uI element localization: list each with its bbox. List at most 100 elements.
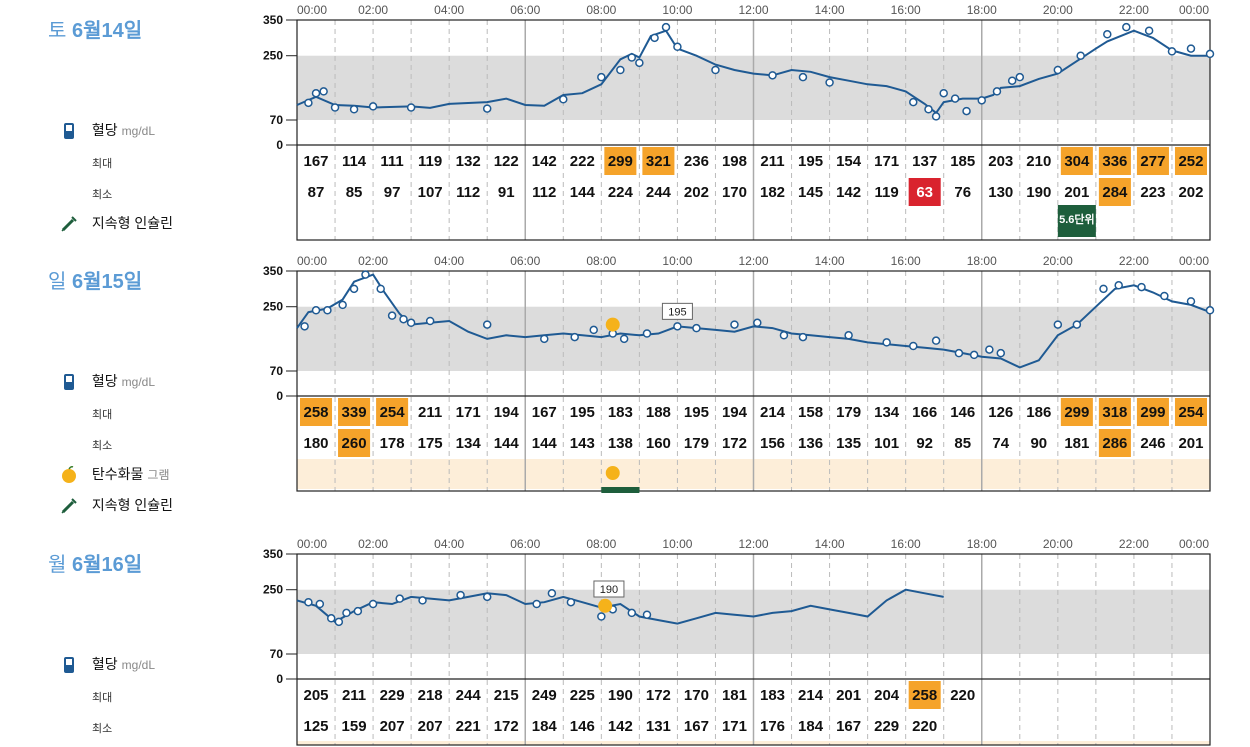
glucose-reading-point[interactable] — [1072, 320, 1082, 329]
glucose-reading-point[interactable] — [395, 594, 404, 603]
glucose-reading-point[interactable] — [326, 614, 336, 623]
glucose-reading-point[interactable] — [300, 322, 309, 331]
glucose-reading-point[interactable] — [692, 323, 701, 333]
insulin-dose-marker[interactable] — [1057, 205, 1096, 237]
glucose-reading-point[interactable] — [1186, 44, 1196, 53]
glucose-reading-point[interactable] — [673, 322, 682, 331]
glucose-reading-point[interactable] — [315, 599, 325, 609]
glucose-reading-point[interactable] — [1186, 297, 1196, 306]
glucose-reading-point[interactable] — [368, 599, 378, 609]
glucose-reading-point[interactable] — [673, 42, 682, 52]
glucose-reading-point[interactable] — [319, 87, 328, 96]
glucose-reading-point[interactable] — [909, 341, 918, 351]
glucose-reading-point[interactable] — [597, 612, 606, 621]
glucose-reading-point[interactable] — [1160, 291, 1169, 301]
glucose-reading-point[interactable] — [1137, 282, 1146, 292]
glucose-reading-point[interactable] — [924, 105, 933, 114]
glucose-reading-point[interactable] — [642, 329, 652, 338]
glucose-reading-point[interactable] — [304, 597, 313, 607]
glucose-reading-point[interactable] — [1144, 26, 1154, 35]
glucose-reading-point[interactable] — [1205, 49, 1215, 59]
glucose-reading-point[interactable] — [1099, 284, 1108, 294]
glucose-reading-point[interactable] — [482, 104, 492, 113]
glucose-reading-point[interactable] — [342, 608, 351, 618]
glucose-reading-point[interactable] — [939, 88, 948, 98]
glucose-reading-point[interactable] — [353, 606, 363, 616]
glucose-reading-point[interactable] — [570, 332, 579, 342]
glucose-reading-point[interactable] — [399, 314, 408, 324]
glucose-reading-point[interactable] — [323, 306, 332, 315]
glucose-reading-point[interactable] — [1015, 72, 1025, 82]
glucose-reading-point[interactable] — [798, 72, 808, 82]
glucose-reading-point[interactable] — [992, 87, 1002, 96]
glucose-reading-point[interactable] — [931, 112, 941, 121]
glucose-reading-point[interactable] — [650, 33, 659, 43]
glucose-reading-point[interactable] — [338, 300, 347, 310]
glucose-reading-point[interactable] — [1114, 281, 1123, 290]
glucose-reading-point[interactable] — [1122, 22, 1131, 32]
glucose-reading-point[interactable] — [547, 589, 557, 598]
glucose-reading-point[interactable] — [1053, 320, 1063, 329]
glucose-reading-point[interactable] — [844, 331, 853, 340]
apple-icon[interactable] — [605, 466, 620, 480]
glucose-reading-point[interactable] — [627, 608, 637, 618]
glucose-reading-point[interactable] — [616, 65, 625, 75]
glucose-reading-point[interactable] — [954, 348, 964, 358]
glucose-reading-point[interactable] — [1103, 30, 1112, 39]
glucose-reading-point[interactable] — [977, 96, 986, 105]
time-tick-label: 16:00 — [891, 254, 921, 268]
glucose-reading-point[interactable] — [996, 348, 1006, 358]
glucose-reading-point[interactable] — [1167, 47, 1177, 56]
glucose-reading-point[interactable] — [456, 590, 465, 600]
glucose-reading-point[interactable] — [882, 338, 891, 347]
glucose-reading-point[interactable] — [376, 284, 385, 294]
glucose-reading-point[interactable] — [540, 334, 549, 344]
glucose-reading-point[interactable] — [1205, 306, 1215, 315]
glucose-reading-point[interactable] — [1007, 76, 1017, 85]
glucose-reading-point[interactable] — [627, 53, 637, 62]
glucose-reading-point[interactable] — [711, 65, 720, 75]
glucose-reading-point[interactable] — [349, 284, 359, 294]
glucose-reading-point[interactable] — [330, 103, 340, 112]
glucose-reading-point[interactable] — [768, 71, 777, 80]
apple-icon[interactable] — [605, 317, 620, 332]
glucose-reading-point[interactable] — [597, 72, 606, 82]
glucose-reading-point[interactable] — [418, 596, 427, 605]
glucose-reading-point[interactable] — [635, 58, 644, 68]
glucose-reading-point[interactable] — [482, 320, 492, 329]
apple-icon[interactable] — [598, 598, 613, 613]
glucose-reading-point[interactable] — [661, 22, 671, 32]
glucose-reading-point[interactable] — [1053, 65, 1063, 75]
glucose-reading-point[interactable] — [304, 98, 313, 108]
glucose-reading-point[interactable] — [311, 88, 321, 98]
glucose-reading-point[interactable] — [779, 331, 789, 340]
glucose-reading-point[interactable] — [931, 336, 941, 345]
glucose-reading-point[interactable] — [334, 617, 344, 627]
glucose-reading-point[interactable] — [619, 334, 629, 344]
glucose-reading-point[interactable] — [387, 311, 397, 320]
glucose-reading-point[interactable] — [406, 318, 416, 328]
glucose-reading-point[interactable] — [985, 345, 994, 354]
glucose-reading-point[interactable] — [753, 318, 762, 328]
glucose-reading-point[interactable] — [361, 270, 370, 279]
glucose-reading-point[interactable] — [909, 97, 918, 107]
glucose-reading-point[interactable] — [962, 106, 971, 116]
glucose-reading-point[interactable] — [589, 325, 598, 335]
glucose-reading-point[interactable] — [1076, 51, 1085, 60]
glucose-reading-point[interactable] — [425, 316, 435, 326]
glucose-reading-point[interactable] — [642, 610, 652, 619]
glucose-reading-point[interactable] — [406, 103, 416, 112]
glucose-reading-point[interactable] — [969, 350, 979, 360]
glucose-reading-point[interactable] — [950, 94, 960, 103]
glucose-reading-point[interactable] — [482, 592, 492, 602]
glucose-reading-point[interactable] — [730, 320, 739, 329]
glucose-reading-point[interactable] — [368, 102, 378, 111]
glucose-reading-point[interactable] — [825, 78, 834, 87]
insulin-dose-marker[interactable] — [601, 487, 640, 493]
glucose-reading-point[interactable] — [349, 105, 359, 114]
glucose-reading-point[interactable] — [532, 599, 541, 609]
glucose-reading-point[interactable] — [559, 95, 568, 104]
glucose-reading-point[interactable] — [311, 306, 321, 315]
glucose-reading-point[interactable] — [566, 597, 576, 607]
glucose-reading-point[interactable] — [798, 332, 808, 342]
